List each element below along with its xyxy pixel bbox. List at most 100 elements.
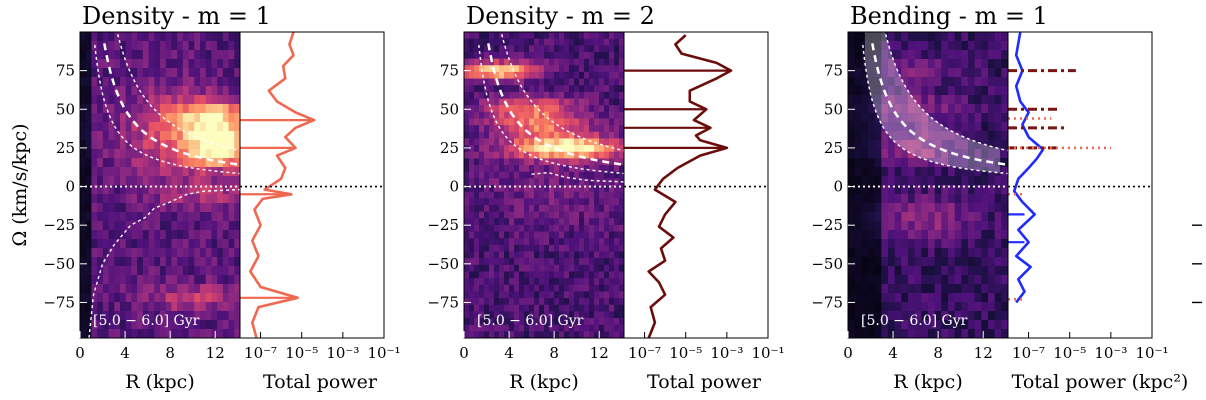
heatmap-cell bbox=[894, 77, 902, 87]
heatmap-cell bbox=[961, 239, 969, 249]
heatmap-cell bbox=[928, 248, 936, 258]
heatmap-cell bbox=[599, 224, 605, 233]
heatmap-cell bbox=[554, 51, 560, 60]
heatmap-cell bbox=[494, 264, 500, 273]
heatmap-cell bbox=[534, 151, 540, 159]
heatmap-cell bbox=[954, 311, 962, 321]
heatmap-cell bbox=[514, 278, 520, 286]
heatmap-cell bbox=[160, 77, 167, 87]
heatmap-cell bbox=[479, 264, 485, 273]
heatmap-cell bbox=[854, 149, 862, 159]
heatmap-cell bbox=[504, 118, 510, 126]
heatmap-cell bbox=[609, 191, 615, 199]
heatmap-cell bbox=[509, 98, 515, 106]
heatmap-cell bbox=[934, 86, 942, 96]
heatmap-cell bbox=[569, 98, 575, 106]
heatmap-cell bbox=[994, 302, 1002, 312]
heatmap-cell bbox=[861, 203, 869, 213]
heatmap-cell bbox=[579, 98, 585, 106]
heatmap-cell bbox=[234, 140, 240, 150]
heatmap-cell bbox=[182, 203, 190, 213]
heatmap-cell bbox=[499, 105, 505, 113]
heatmap-cell bbox=[948, 50, 956, 60]
heatmap-cell bbox=[549, 298, 555, 306]
heatmap-cell bbox=[888, 275, 896, 285]
heatmap-cell bbox=[222, 248, 230, 258]
heatmap-cell bbox=[484, 165, 490, 173]
power-profile-line bbox=[1012, 31, 1045, 304]
heatmap-cell bbox=[599, 111, 605, 120]
heatmap-cell bbox=[499, 151, 505, 159]
heatmap-cell bbox=[489, 284, 495, 293]
heatmap-cell bbox=[234, 230, 240, 240]
heatmap-cell bbox=[504, 258, 510, 266]
heatmap-cell bbox=[868, 113, 876, 123]
heatmap-cell bbox=[1001, 77, 1008, 87]
heatmap-cell bbox=[574, 211, 580, 219]
heatmap-cell bbox=[211, 113, 218, 123]
power-tick-label: 10⁻¹ bbox=[751, 344, 784, 362]
heatmap-cell bbox=[142, 257, 150, 267]
heatmap-cell bbox=[569, 118, 575, 126]
heatmap-cell bbox=[854, 302, 862, 312]
heatmap-cell bbox=[921, 248, 929, 258]
heatmap-cell bbox=[171, 131, 178, 141]
heatmap-cell bbox=[171, 293, 178, 303]
heatmap-cell bbox=[901, 41, 909, 51]
heatmap-cell bbox=[921, 284, 929, 294]
heatmap-cell bbox=[524, 131, 530, 140]
heatmap-cell bbox=[589, 331, 595, 338]
heatmap-cell bbox=[114, 185, 121, 195]
heatmap-cell bbox=[160, 293, 167, 303]
heatmap-cell bbox=[574, 191, 580, 199]
heatmap-cell bbox=[934, 275, 942, 285]
heatmap-cell bbox=[894, 248, 902, 258]
heatmap-cell bbox=[614, 298, 620, 306]
heatmap-cell bbox=[80, 230, 87, 240]
heatmap-cell bbox=[160, 104, 167, 114]
heatmap-cell bbox=[888, 41, 896, 51]
heatmap-cell bbox=[974, 176, 982, 186]
heatmap-cell bbox=[589, 131, 595, 140]
heatmap-cell bbox=[968, 221, 976, 231]
heatmap-cell bbox=[228, 293, 235, 303]
heatmap-cell bbox=[524, 51, 530, 60]
heatmap-cell bbox=[894, 59, 902, 69]
heatmap-cell bbox=[519, 198, 525, 206]
heatmap-cell bbox=[529, 38, 535, 46]
heatmap-cell bbox=[125, 158, 133, 168]
heatmap-cell bbox=[941, 104, 949, 114]
heatmap-cell bbox=[114, 41, 121, 51]
heatmap-cell bbox=[524, 178, 530, 186]
heatmap-cell bbox=[554, 191, 560, 199]
heatmap-cell bbox=[80, 149, 87, 159]
heatmap-cell bbox=[509, 304, 515, 312]
heatmap-cell bbox=[559, 58, 565, 66]
heatmap-cell bbox=[148, 149, 155, 159]
heatmap-cell bbox=[534, 318, 540, 326]
heatmap-cell bbox=[564, 218, 570, 226]
heatmap-cell bbox=[177, 221, 184, 231]
heatmap-cell bbox=[154, 104, 161, 114]
heatmap-cell bbox=[131, 194, 138, 204]
heatmap-cell bbox=[609, 198, 615, 206]
heatmap-cell bbox=[921, 275, 929, 285]
heatmap-cell bbox=[549, 138, 555, 146]
heatmap-cell bbox=[222, 320, 230, 330]
heatmap-cell bbox=[848, 203, 856, 213]
heatmap-cell bbox=[228, 212, 235, 222]
heatmap-cell bbox=[165, 248, 173, 258]
heatmap-cell bbox=[194, 32, 201, 42]
heatmap-cell bbox=[137, 149, 144, 159]
heatmap-cell bbox=[85, 302, 93, 312]
heatmap-cell bbox=[559, 198, 565, 206]
heatmap-cell bbox=[142, 275, 150, 285]
heatmap-cell bbox=[494, 271, 500, 279]
x-tick-label: 12 bbox=[974, 344, 993, 362]
heatmap-cell bbox=[102, 221, 110, 231]
heatmap-cell bbox=[137, 266, 144, 276]
heatmap-cell bbox=[968, 158, 976, 168]
heatmap-cell bbox=[1001, 284, 1008, 294]
x-tick-label: 8 bbox=[933, 344, 943, 362]
heatmap-cell bbox=[228, 104, 235, 114]
